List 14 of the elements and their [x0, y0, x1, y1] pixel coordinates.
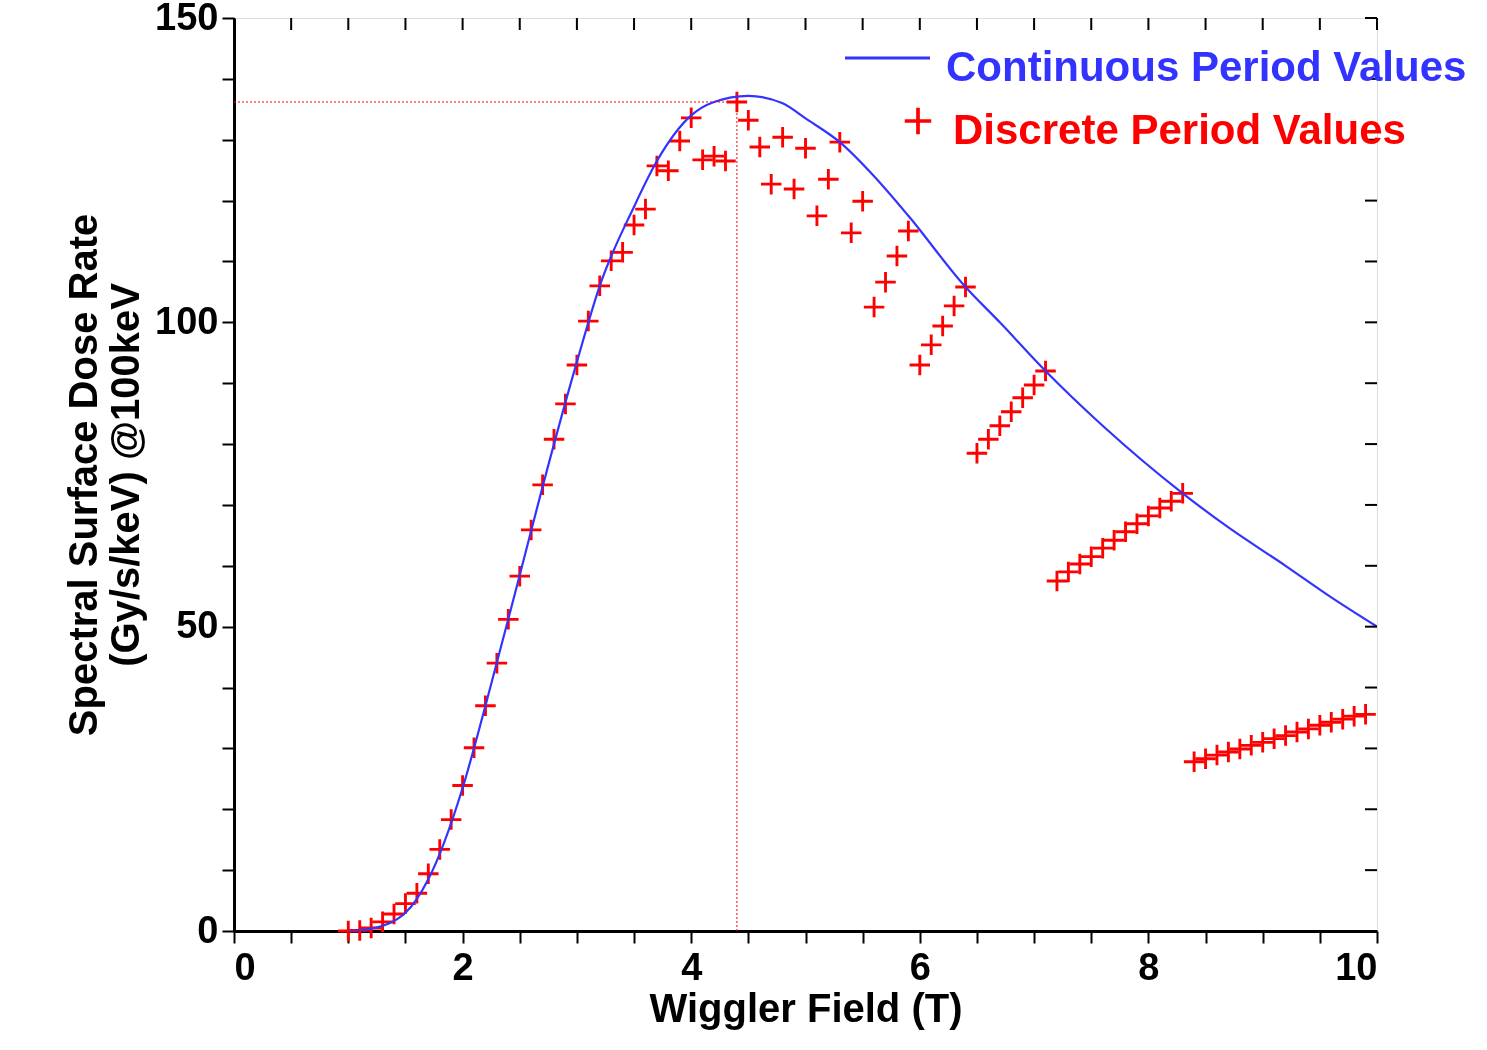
y-tick-label: 0	[197, 908, 219, 951]
y-tick-label: 100	[155, 299, 219, 342]
x-tick-label: 0	[234, 945, 256, 988]
x-tick-label: 10	[1335, 945, 1378, 988]
y-axis-title: Spectral Surface Dose Rate (Gy/s/keV) @100keV	[61, 213, 148, 737]
y-tick-label: 150	[155, 0, 219, 38]
x-tick-label: 4	[681, 945, 703, 988]
x-tick-label: 6	[909, 945, 931, 988]
x-axis-title: Wiggler Field (T)	[649, 985, 963, 1030]
x-tick-label: 2	[452, 945, 474, 988]
y-tick-label: 50	[176, 604, 219, 647]
x-tick-label: 8	[1138, 945, 1160, 988]
legend-label: Continuous Period Values	[946, 43, 1467, 90]
legend-label: Discrete Period Values	[953, 106, 1406, 153]
